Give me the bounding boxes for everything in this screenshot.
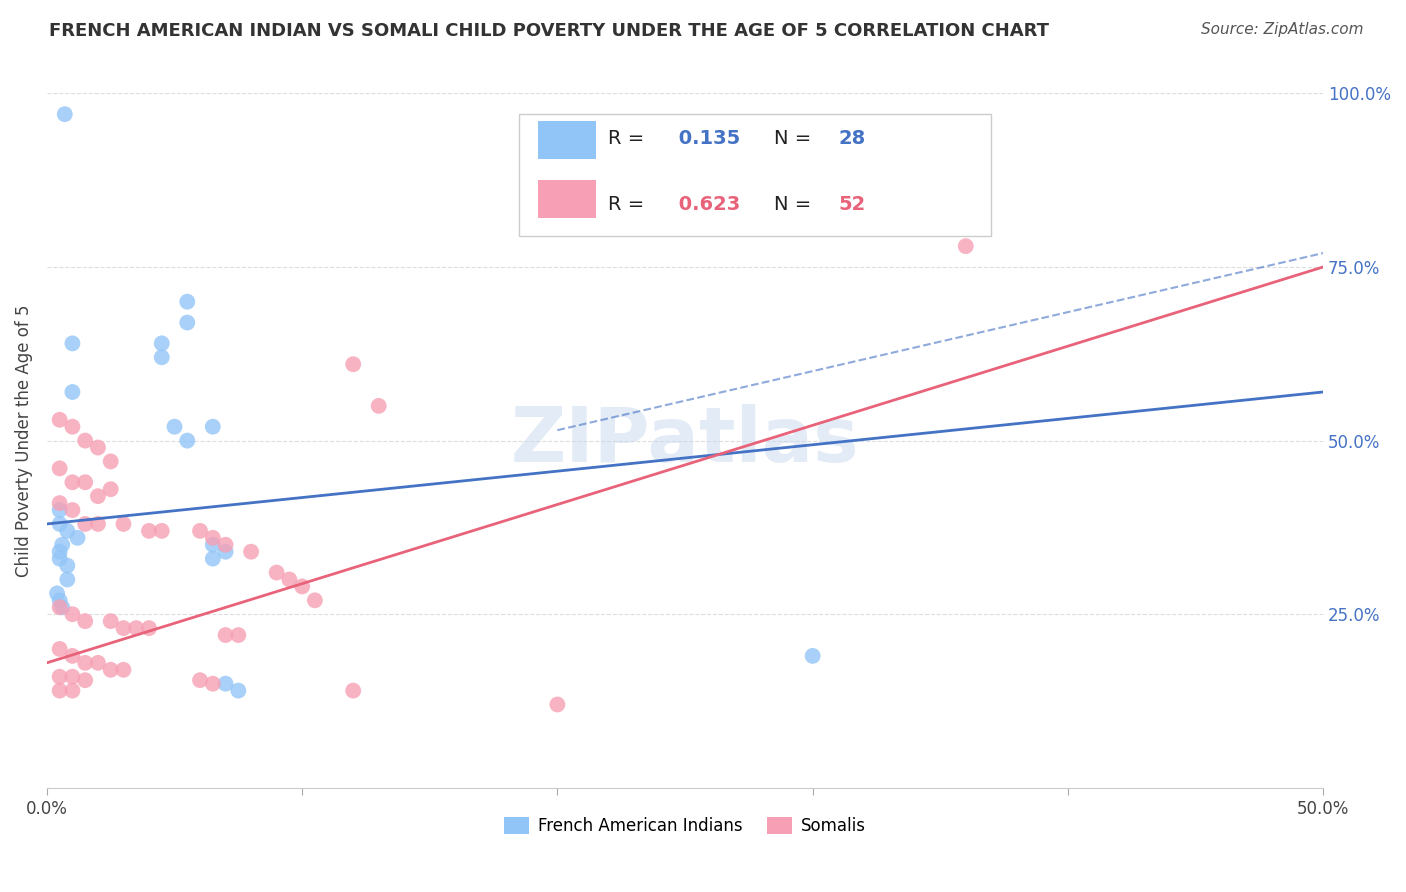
Point bbox=[48, 683, 70, 698]
Point bbox=[291, 579, 314, 593]
Point bbox=[53, 107, 76, 121]
Text: R =: R = bbox=[609, 129, 651, 148]
Point bbox=[62, 683, 84, 698]
Text: 0.623: 0.623 bbox=[672, 195, 741, 214]
Point bbox=[176, 294, 198, 309]
Text: Source: ZipAtlas.com: Source: ZipAtlas.com bbox=[1201, 22, 1364, 37]
Point bbox=[138, 621, 160, 635]
Point bbox=[278, 573, 301, 587]
Point bbox=[801, 648, 824, 663]
Point bbox=[342, 357, 364, 371]
Point bbox=[201, 531, 224, 545]
Point bbox=[150, 336, 173, 351]
Point bbox=[87, 656, 110, 670]
Point bbox=[62, 607, 84, 622]
Point bbox=[342, 683, 364, 698]
Point bbox=[46, 586, 69, 600]
Point bbox=[48, 551, 70, 566]
Point bbox=[100, 482, 122, 496]
Point bbox=[48, 545, 70, 559]
Point bbox=[48, 461, 70, 475]
Point bbox=[62, 336, 84, 351]
Point bbox=[112, 516, 135, 531]
Point bbox=[51, 538, 73, 552]
Point bbox=[304, 593, 326, 607]
Point bbox=[51, 600, 73, 615]
Point bbox=[100, 454, 122, 468]
Point bbox=[125, 621, 148, 635]
FancyBboxPatch shape bbox=[519, 114, 991, 235]
Point bbox=[48, 642, 70, 657]
Point bbox=[214, 538, 236, 552]
Point bbox=[176, 316, 198, 330]
Point bbox=[176, 434, 198, 448]
Y-axis label: Child Poverty Under the Age of 5: Child Poverty Under the Age of 5 bbox=[15, 304, 32, 577]
Point bbox=[48, 516, 70, 531]
Text: ZIPatlas: ZIPatlas bbox=[510, 403, 859, 477]
Point bbox=[138, 524, 160, 538]
Point bbox=[56, 573, 79, 587]
Point bbox=[56, 558, 79, 573]
Point bbox=[62, 419, 84, 434]
Point bbox=[48, 503, 70, 517]
Point bbox=[87, 516, 110, 531]
Point bbox=[112, 621, 135, 635]
Point bbox=[75, 656, 97, 670]
Point bbox=[62, 475, 84, 490]
Text: N =: N = bbox=[775, 195, 818, 214]
Text: FRENCH AMERICAN INDIAN VS SOMALI CHILD POVERTY UNDER THE AGE OF 5 CORRELATION CH: FRENCH AMERICAN INDIAN VS SOMALI CHILD P… bbox=[49, 22, 1049, 40]
Bar bbox=[538, 121, 596, 160]
Text: 52: 52 bbox=[838, 195, 866, 214]
Point bbox=[66, 531, 89, 545]
Point bbox=[367, 399, 389, 413]
Point bbox=[100, 614, 122, 628]
Point bbox=[48, 496, 70, 510]
Point bbox=[546, 698, 568, 712]
Point bbox=[188, 524, 211, 538]
Point bbox=[87, 489, 110, 503]
Point bbox=[48, 593, 70, 607]
Point bbox=[100, 663, 122, 677]
Point bbox=[62, 648, 84, 663]
Bar bbox=[538, 180, 596, 219]
Point bbox=[228, 628, 250, 642]
Point bbox=[75, 475, 97, 490]
Text: R =: R = bbox=[609, 195, 651, 214]
Point bbox=[48, 413, 70, 427]
Point bbox=[150, 524, 173, 538]
Point bbox=[228, 683, 250, 698]
Point bbox=[214, 628, 236, 642]
Point bbox=[214, 545, 236, 559]
Point bbox=[62, 670, 84, 684]
Point bbox=[955, 239, 977, 253]
Point bbox=[48, 600, 70, 615]
Point bbox=[201, 676, 224, 690]
Point bbox=[163, 419, 186, 434]
Point bbox=[150, 351, 173, 365]
Point bbox=[240, 545, 263, 559]
Legend: French American Indians, Somalis: French American Indians, Somalis bbox=[498, 811, 872, 842]
Point bbox=[75, 516, 97, 531]
Point bbox=[75, 673, 97, 688]
Text: N =: N = bbox=[775, 129, 818, 148]
Point bbox=[75, 614, 97, 628]
Point bbox=[201, 538, 224, 552]
Point bbox=[214, 676, 236, 690]
Point bbox=[266, 566, 288, 580]
Point bbox=[56, 524, 79, 538]
Point bbox=[87, 441, 110, 455]
Point bbox=[62, 384, 84, 399]
Point bbox=[112, 663, 135, 677]
Point bbox=[48, 670, 70, 684]
Point bbox=[201, 419, 224, 434]
Text: 28: 28 bbox=[838, 129, 866, 148]
Point bbox=[188, 673, 211, 688]
Point bbox=[62, 503, 84, 517]
Point bbox=[201, 551, 224, 566]
Point bbox=[75, 434, 97, 448]
Text: 0.135: 0.135 bbox=[672, 129, 741, 148]
